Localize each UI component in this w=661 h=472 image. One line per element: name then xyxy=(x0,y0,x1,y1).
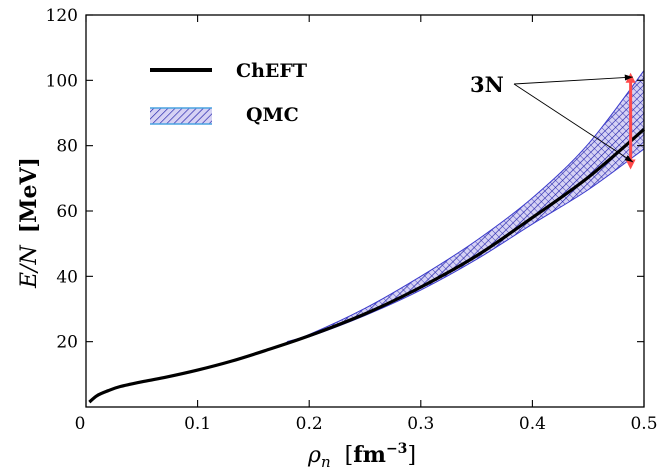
x-axis-bracket-close: ] xyxy=(407,443,416,468)
x-axis-bracket-open: [ xyxy=(345,443,354,468)
y-tick-label-3: 80 xyxy=(56,137,78,157)
x-axis-symbol: ρ xyxy=(307,443,321,468)
x-tick-label-4: 0.4 xyxy=(519,414,546,434)
x-axis-subscript: n xyxy=(321,453,331,471)
x-axis-label: ρn [fm−3] xyxy=(307,441,416,471)
annotation-3n-pointer-1 xyxy=(513,83,634,163)
y-tick-label-0: 20 xyxy=(56,333,78,353)
qmc-band-upper-edge xyxy=(286,70,645,343)
x-tick-label-2: 0.2 xyxy=(296,414,323,434)
y-tick-label-2: 60 xyxy=(56,202,78,222)
x-tick-label-0: 0 xyxy=(75,414,86,434)
annotation-3n-pointer-head-0 xyxy=(624,74,633,81)
annotation-3n-arrow-head-bottom xyxy=(625,159,636,170)
y-axis-label: E/N [MeV] xyxy=(16,157,42,289)
y-tick-label-1: 40 xyxy=(56,267,78,287)
y-axis-symbol: E/N xyxy=(17,245,42,289)
qmc-band-crosshatch xyxy=(286,70,644,343)
qmc-band xyxy=(286,70,644,343)
y-tick-label-5: 120 xyxy=(46,6,78,26)
y-tick-label-4: 100 xyxy=(46,71,78,91)
annotation-3n-label: 3N xyxy=(470,72,504,97)
annotation-3n-pointer-0 xyxy=(513,76,633,85)
x-axis-unit: fm xyxy=(353,442,386,468)
plot-frame xyxy=(85,14,645,408)
x-tick-label-5: 0.5 xyxy=(630,414,657,434)
legend-cheft-label: ChEFT xyxy=(236,60,307,82)
x-tick-label-1: 0.1 xyxy=(184,414,211,434)
cheft-line xyxy=(88,128,646,404)
x-tick-label-3: 0.3 xyxy=(407,414,434,434)
legend-qmc-swatch xyxy=(150,108,212,124)
annotation-3n-pointer-head-1 xyxy=(624,155,633,162)
legend-qmc-label: QMC xyxy=(246,104,299,126)
x-axis-unit-exponent: −3 xyxy=(386,441,407,457)
legend: ChEFT QMC xyxy=(150,60,307,126)
y-axis-unit: [MeV] xyxy=(16,157,42,233)
